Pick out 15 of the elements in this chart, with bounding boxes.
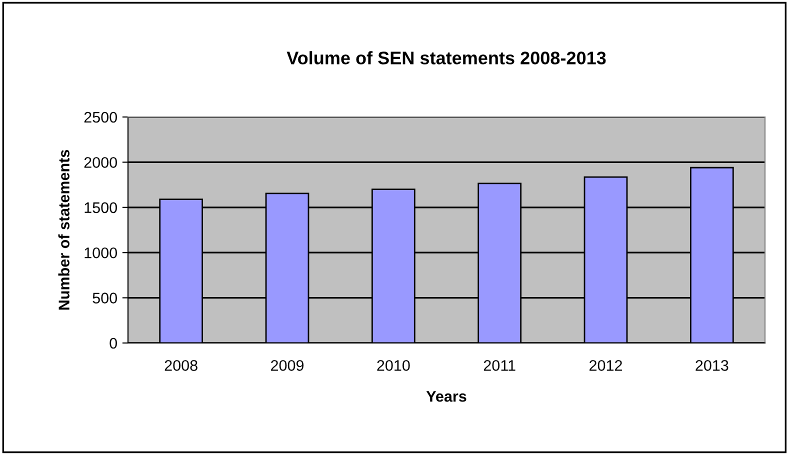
y-tick-label: 2000 [84,157,117,168]
y-tick-label: 2500 [84,112,117,123]
y-tick-label: 1000 [84,247,117,258]
x-tick-label: 2012 [590,360,622,371]
y-tick-label: 1500 [84,202,117,214]
y-axis-title: Number of statements [58,150,70,310]
x-tick-label: 2008 [164,360,198,371]
x-tick-label: 2009 [271,360,304,371]
y-tick-label: 500 [92,292,117,304]
x-tick-label: 2011 [484,360,516,371]
x-tick-label: 2010 [377,360,410,371]
x-axis-title: Years [426,391,466,402]
x-tick-label: 2013 [696,360,728,371]
y-tick-label: 0 [110,338,117,349]
chart-title: Volume of SEN statements 2008-2013 [286,51,606,64]
